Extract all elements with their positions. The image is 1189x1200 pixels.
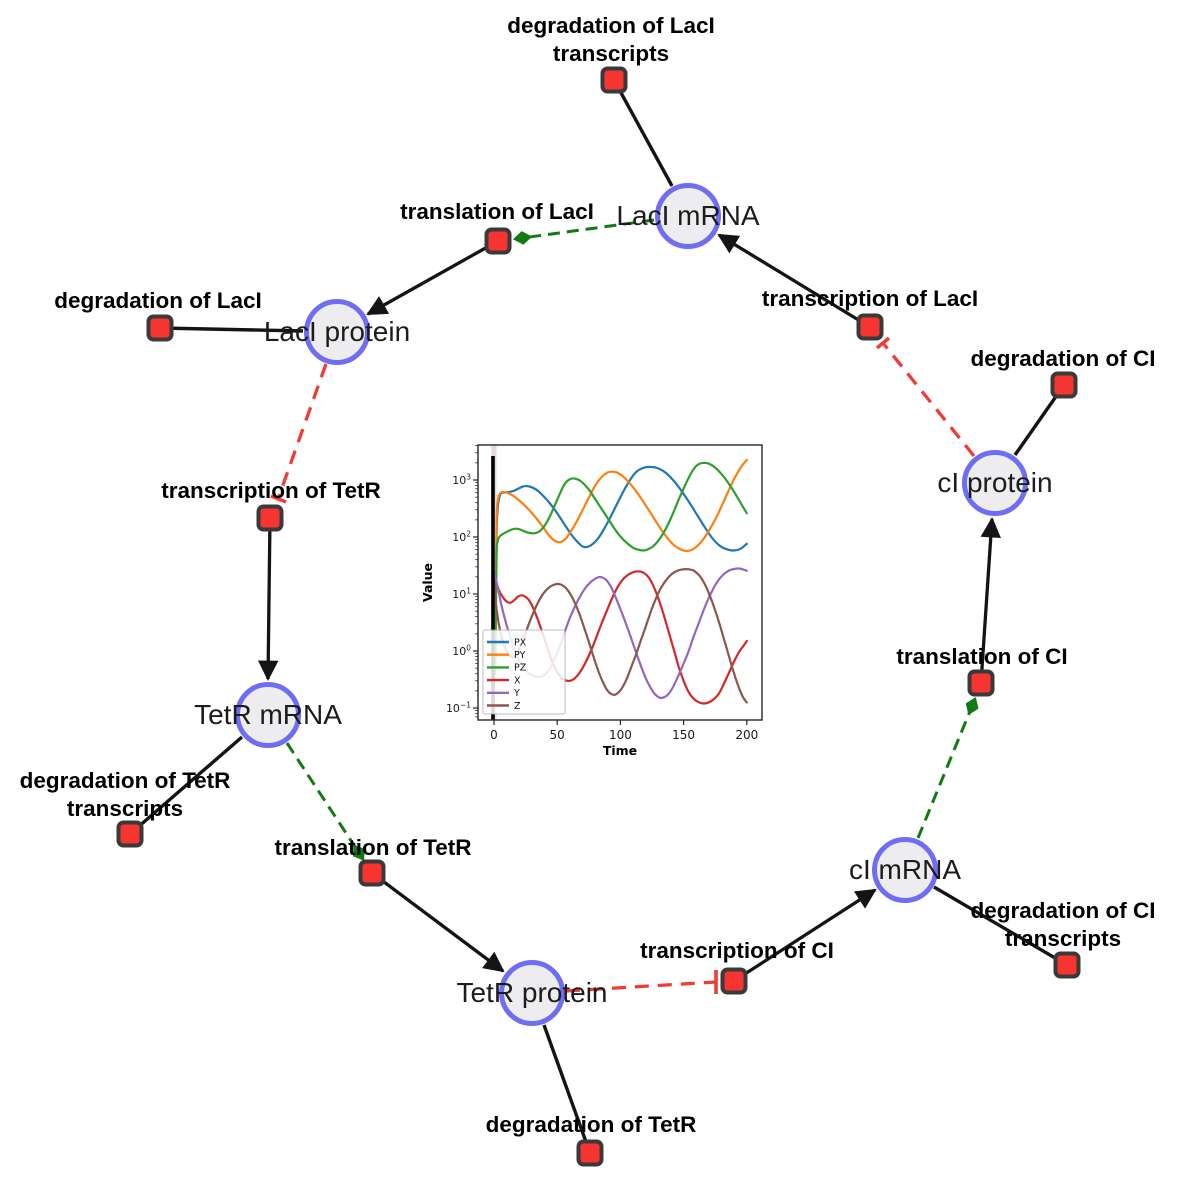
svg-text:X: X: [514, 675, 521, 686]
svg-text:0: 0: [490, 728, 498, 742]
label-line: transcripts: [1004, 926, 1122, 951]
label-line: degradation of TetR: [19, 768, 231, 793]
reaction-node-transcription-laci[interactable]: [856, 313, 884, 341]
svg-text:PY: PY: [514, 650, 526, 661]
tbar-transcription-laci: [875, 336, 891, 350]
svg-text:PZ: PZ: [514, 663, 527, 674]
edge-translation-tetr-to-tetr-protein: [371, 871, 505, 973]
svg-text:10−1: 10−1: [446, 700, 471, 715]
species-node-laci-protein[interactable]: [304, 299, 370, 365]
reaction-node-translation-ci[interactable]: [967, 669, 995, 697]
edge-transcription-ci-to-ci-mrna: [733, 888, 877, 983]
reaction-node-deg-ci-transcripts[interactable]: [1053, 951, 1081, 979]
edge-transcription-tetr-to-tetr-mrna: [257, 517, 279, 682]
reaction-node-translation-laci[interactable]: [484, 227, 512, 255]
svg-text:103: 103: [452, 472, 471, 487]
tbar-transcription-tetr: [270, 494, 287, 504]
reaction-label-deg-laci-transcripts: degradation of LacI transcripts: [507, 12, 715, 68]
edge-translation-laci-to-laci-protein: [366, 239, 499, 316]
reaction-label-deg-tetr-transcripts: degradation of TetR transcripts: [20, 767, 231, 823]
species-label-laci-protein: LacI protein: [263, 316, 411, 347]
reaction-node-deg-tetr[interactable]: [576, 1139, 604, 1167]
svg-text:Z: Z: [514, 701, 521, 712]
edge-laci-mrna-to-deg-transcripts: [612, 79, 674, 187]
reaction-node-deg-laci[interactable]: [146, 314, 174, 342]
species-node-ci-mrna[interactable]: [872, 837, 938, 903]
svg-text:Value: Value: [420, 563, 435, 602]
species-node-laci-mrna[interactable]: [655, 183, 721, 249]
species-label-ci-protein: cI protein: [937, 467, 1053, 498]
edge-laci-protein-to-deg: [159, 326, 304, 333]
species-label-ci-mrna: cI mRNA: [849, 854, 961, 885]
reaction-label-translation-tetr: translation of TetR: [274, 834, 471, 862]
label-line: translation of TetR: [274, 835, 472, 860]
label-line: transcription of CI: [640, 938, 834, 963]
species-node-tetr-protein[interactable]: [499, 960, 565, 1026]
reaction-label-transcription-tetr: transcription of TetR: [161, 477, 381, 505]
reaction-node-translation-tetr[interactable]: [358, 859, 386, 887]
label-line: degradation of LacI: [54, 288, 262, 313]
reaction-label-transcription-laci: transcription of LacI: [762, 285, 978, 313]
reaction-node-transcription-tetr[interactable]: [256, 504, 284, 532]
svg-text:100: 100: [609, 728, 632, 742]
species-node-ci-protein[interactable]: [962, 450, 1028, 516]
reaction-label-transcription-ci: transcription of CI: [640, 937, 834, 965]
reaction-node-deg-tetr-transcripts[interactable]: [116, 820, 144, 848]
reaction-node-transcription-ci[interactable]: [720, 967, 748, 995]
label-line: transcripts: [66, 796, 184, 821]
edge-laci-mrna-activates-translation: [512, 218, 655, 245]
label-line: degradation of LacI: [507, 13, 715, 38]
reaction-label-deg-ci: degradation of CI: [971, 345, 1156, 373]
reaction-label-deg-tetr: degradation of TetR: [486, 1111, 697, 1139]
edge-ci-mrna-activates-translation: [916, 697, 979, 839]
reaction-label-translation-ci: translation of CI: [896, 643, 1067, 671]
svg-text:101: 101: [452, 586, 471, 601]
svg-text:Y: Y: [513, 688, 520, 699]
edge-tetr-protein-inhibits-transcription-ci: [565, 980, 717, 993]
label-line: degradation of CI: [970, 898, 1156, 923]
edge-ci-mrna-to-deg-transcripts: [933, 885, 1068, 967]
reaction-label-deg-laci: degradation of LacI: [54, 287, 262, 315]
label-line: degradation of CI: [970, 346, 1156, 371]
species-label-tetr-mrna: TetR mRNA: [194, 699, 342, 730]
reaction-label-deg-ci-transcripts: degradation of CI transcripts: [971, 897, 1156, 953]
edge-translation-ci-to-ci-protein: [979, 516, 1001, 684]
edge-laci-protein-inhibits-transcription-tetr: [276, 363, 328, 500]
label-line: degradation of TetR: [485, 1112, 697, 1137]
edge-transcription-laci-to-laci-mrna: [717, 233, 871, 329]
edge-tetr-mrna-activates-translation: [285, 742, 365, 861]
reaction-node-deg-laci-transcripts[interactable]: [600, 66, 628, 94]
edge-ci-protein-inhibits-transcription-laci: [881, 341, 976, 458]
time-series-inset-chart: 10−1 100 101 102 103 0 50 100 150 200 Time Value PX P…: [420, 444, 763, 758]
species-label-tetr-protein: TetR protein: [456, 977, 608, 1008]
edge-tetr-mrna-to-deg-transcripts: [128, 735, 244, 836]
svg-text:102: 102: [452, 529, 471, 544]
label-line: transcription of TetR: [161, 478, 381, 503]
species-node-tetr-mrna[interactable]: [235, 682, 301, 748]
label-line: transcription of LacI: [761, 286, 979, 311]
svg-text:Time: Time: [603, 743, 637, 758]
reaction-node-deg-ci[interactable]: [1050, 371, 1078, 399]
label-line: transcripts: [552, 41, 670, 66]
svg-text:PX: PX: [514, 637, 527, 648]
species-label-laci-mrna: LacI mRNA: [616, 200, 760, 231]
label-line: translation of LacI: [400, 199, 594, 224]
svg-text:50: 50: [550, 728, 565, 742]
svg-text:200: 200: [735, 728, 758, 742]
svg-text:150: 150: [672, 728, 695, 742]
label-line: translation of CI: [896, 644, 1068, 669]
reaction-label-translation-laci: translation of LacI: [400, 198, 594, 226]
svg-text:100: 100: [452, 643, 471, 658]
edge-tetr-protein-to-deg: [542, 1024, 592, 1154]
